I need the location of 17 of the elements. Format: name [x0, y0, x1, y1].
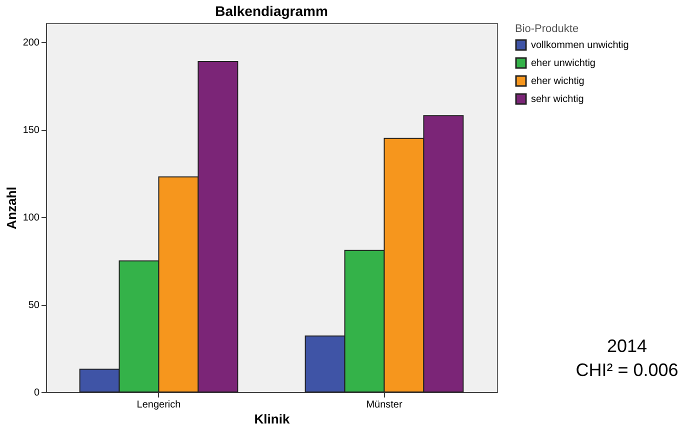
y-tick-label: 150 [22, 125, 40, 136]
y-tick-label: 200 [22, 38, 40, 49]
y-tick-label: 100 [22, 212, 40, 224]
legend-label: eher wichtig [531, 76, 584, 87]
legend-label: eher unwichtig [531, 58, 596, 69]
legend-title: Bio-Produkte [515, 23, 579, 35]
chart-title: Balkendiagramm [215, 3, 328, 19]
y-tick-label: 0 [34, 388, 40, 398]
y-axis-title: Anzahl [4, 186, 19, 230]
x-tick-label: Münster [366, 400, 403, 410]
text: CHI² = 0.006 [576, 360, 678, 380]
x-axis-title: Klinik [254, 412, 290, 426]
x-tick-label: Lengerich [136, 400, 181, 410]
y-tick-label: 50 [28, 300, 40, 312]
legend-label: sehr wichtig [531, 94, 584, 105]
text: 2014 [606, 336, 648, 356]
legend-label: vollkommen unwichtig [531, 40, 629, 51]
